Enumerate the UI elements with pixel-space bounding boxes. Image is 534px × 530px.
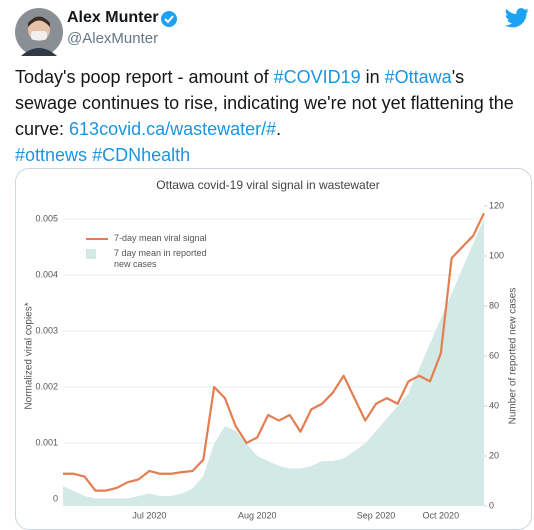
user-handle[interactable]: @AlexMunter — [67, 30, 159, 47]
area — [63, 218, 484, 506]
link[interactable]: 613covid.ca/wastewater/# — [69, 119, 277, 139]
legend-item: 7-day mean viral signal — [86, 233, 224, 244]
legend-swatch — [86, 249, 96, 259]
y2-tick-label: 80 — [489, 300, 499, 310]
y-tick-label: 0 — [53, 493, 58, 503]
twitter-logo[interactable] — [505, 8, 529, 28]
y2-tick-label: 40 — [489, 400, 499, 410]
text-span: . — [276, 119, 282, 139]
link[interactable]: #Ottawa — [384, 67, 452, 87]
x-tick-label: Aug 2020 — [238, 510, 277, 520]
x-tick-label: Jul 2020 — [132, 510, 166, 520]
tweet-text: Today's poop report - amount of #COVID19… — [15, 64, 520, 168]
paragraph: #ottnews #CDNhealth — [15, 142, 520, 168]
link[interactable]: #COVID19 — [273, 67, 361, 87]
text-span: Today's poop report - amount of — [15, 67, 274, 87]
legend-label: 7 day mean in reported new cases — [114, 248, 207, 269]
text-span: in — [360, 67, 385, 87]
chart-title: Ottawa covid-19 viral signal in wastewat… — [156, 178, 379, 192]
x-tick-label: Oct 2020 — [423, 510, 460, 520]
legend-label: 7-day mean viral signal — [114, 233, 207, 243]
y2-tick-label: 0 — [489, 500, 494, 510]
y-axis-title: Normalized viral copies* — [24, 302, 35, 409]
legend-swatch — [86, 238, 108, 240]
y2-tick-label: 120 — [489, 200, 504, 210]
y-tick-label: 0.003 — [35, 325, 58, 335]
y-tick-label: 0.002 — [35, 381, 58, 391]
y-tick-label: 0.005 — [35, 213, 58, 223]
legend-item: 7 day mean in reported new cases — [86, 248, 224, 270]
user-name[interactable]: Alex Munter — [67, 9, 159, 26]
chart: Ottawa covid-19 viral signal in wastewat… — [24, 178, 519, 520]
y2-tick-label: 20 — [489, 450, 499, 460]
link[interactable]: #ottnews — [15, 145, 88, 165]
legend: 7-day mean viral signal 7 day mean in rep… — [86, 233, 224, 274]
avatar[interactable] — [15, 8, 63, 56]
verified-badge — [161, 11, 177, 27]
y-tick-label: 0.001 — [35, 437, 58, 447]
y-tick-label: 0.004 — [35, 269, 58, 279]
y2-tick-label: 60 — [489, 350, 499, 360]
y2-axis-title: Number of reported new cases — [508, 288, 519, 425]
y2-tick-label: 100 — [489, 250, 504, 260]
link[interactable]: #CDNhealth — [92, 145, 191, 165]
text-span: 's sewage continues to rise, indicating … — [15, 67, 514, 139]
paragraph: Today's poop report - amount of #COVID19… — [15, 64, 520, 142]
line — [63, 212, 485, 492]
chart-card[interactable]: Ottawa covid-19 viral signal in wastewat… — [15, 168, 532, 530]
x-tick-label: Sep 2020 — [357, 510, 396, 520]
